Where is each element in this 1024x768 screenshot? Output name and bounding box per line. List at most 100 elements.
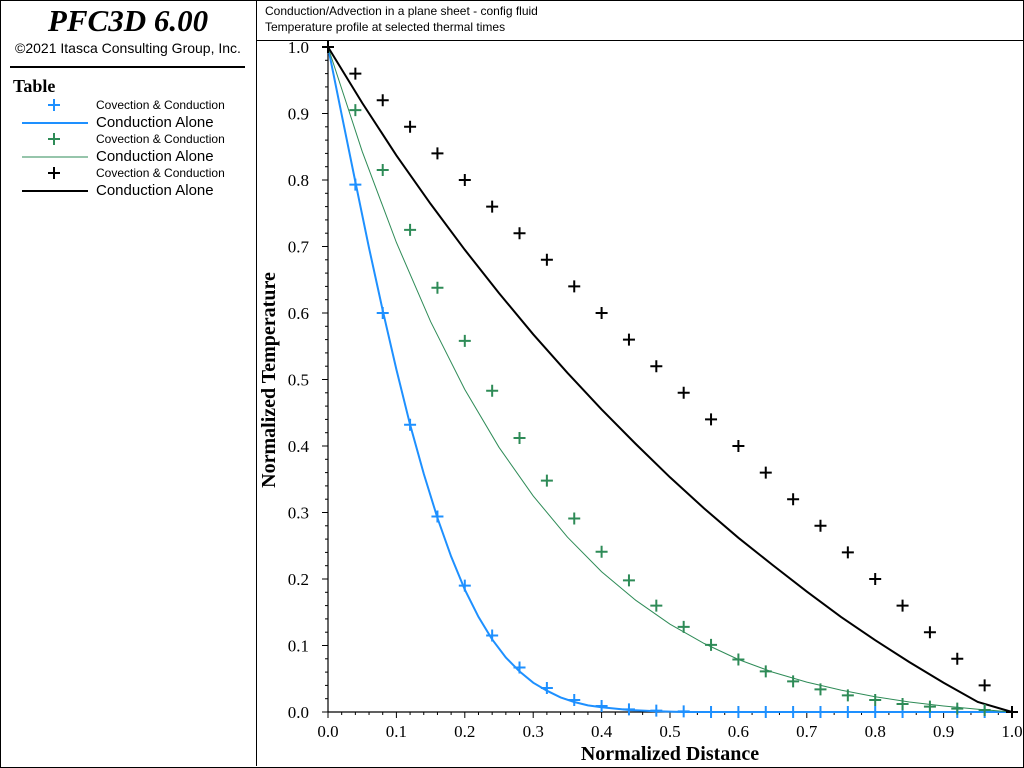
legend-symbol: [22, 156, 88, 158]
data-point: [349, 104, 362, 117]
data-point: [896, 698, 909, 711]
legend-title: Table: [13, 76, 56, 96]
data-point: [404, 120, 417, 133]
y-tick-label: 0.3: [288, 504, 309, 523]
legend-marker: [48, 99, 60, 111]
data-point: [540, 474, 553, 487]
data-point: [458, 579, 471, 592]
legend-symbol: [22, 122, 88, 124]
data-point: [896, 599, 909, 612]
data-point: [376, 94, 389, 107]
series-line: [327, 46, 1013, 713]
legend-symbol: [48, 167, 60, 179]
x-tick-label: 0.7: [796, 722, 818, 741]
y-tick-label: 1.0: [288, 38, 309, 57]
data-point: [677, 620, 690, 633]
copyright-text: ©2021 Itasca Consulting Group, Inc.: [15, 40, 241, 56]
data-point: [349, 178, 362, 191]
data-point: [513, 432, 526, 445]
y-tick-label: 0.0: [288, 703, 309, 722]
data-point: [677, 705, 690, 718]
y-tick-label: 0.5: [288, 371, 309, 390]
x-tick-label: 1.0: [1001, 722, 1022, 741]
y-tick-label: 0.8: [288, 171, 309, 190]
legend-label: Conduction Alone: [96, 148, 214, 165]
legend-symbol: [48, 99, 60, 111]
data-point: [841, 706, 854, 718]
data-point: [841, 546, 854, 559]
plot-header: Conduction/Advection in a plane sheet - …: [257, 0, 1023, 41]
legend-panel: PFC3D 6.00 ©2021 Itasca Consulting Group…: [0, 0, 257, 766]
data-point: [677, 386, 690, 399]
app-title: PFC3D 6.00: [47, 3, 209, 38]
y-tick-label: 0.4: [288, 437, 310, 456]
data-point: [404, 223, 417, 236]
data-point: [923, 626, 936, 639]
x-tick-label: 0.1: [386, 722, 407, 741]
legend-symbol: [22, 190, 88, 192]
data-point: [787, 493, 800, 506]
data-point: [1006, 706, 1018, 718]
x-tick-label: 0.9: [933, 722, 954, 741]
data-point: [568, 280, 581, 293]
data-point: [431, 281, 444, 294]
data-point: [650, 704, 663, 717]
data-point: [705, 638, 718, 651]
data-point: [568, 512, 581, 525]
legend-entry: Conduction Alone: [0, 182, 256, 200]
legend-label: Conduction Alone: [96, 114, 214, 131]
data-point: [513, 661, 526, 674]
legend-entry: Conduction Alone: [0, 148, 256, 166]
data-point: [787, 675, 800, 688]
data-point: [458, 334, 471, 347]
legend-entry: Conduction Alone: [0, 114, 256, 132]
y-tick-label: 0.2: [288, 570, 309, 589]
data-point: [814, 519, 827, 532]
data-point: [431, 510, 444, 523]
data-point: [951, 652, 964, 665]
data-point: [732, 706, 745, 718]
data-point: [869, 694, 882, 707]
data-point: [595, 307, 608, 319]
data-point: [622, 703, 635, 716]
data-point: [622, 574, 635, 587]
data-point: [814, 706, 827, 718]
plot-subtitle: Temperature profile at selected thermal …: [265, 20, 506, 34]
x-tick-label: 0.5: [659, 722, 680, 741]
data-point: [759, 466, 772, 479]
data-point: [513, 227, 526, 240]
y-tick-label: 0.7: [288, 238, 310, 257]
y-tick-label: 0.9: [288, 105, 309, 124]
data-point: [404, 418, 417, 431]
data-point: [869, 706, 882, 718]
data-point: [869, 573, 882, 585]
data-point: [951, 702, 964, 715]
legend-label: Conduction Alone: [96, 182, 214, 199]
series-line: [327, 46, 1013, 713]
data-point: [978, 704, 991, 717]
x-tick-label: 0.6: [728, 722, 749, 741]
data-point: [759, 706, 772, 718]
data-point: [732, 653, 745, 666]
y-axis-title: Normalized Temperature: [258, 272, 280, 488]
title-divider: [10, 66, 245, 68]
data-point: [376, 307, 389, 319]
legend-entry: Covection & Conduction: [0, 130, 256, 148]
data-point: [595, 545, 608, 558]
legend-label: Covection & Conduction: [96, 166, 225, 180]
legend-label: Covection & Conduction: [96, 98, 225, 112]
legend-marker: [48, 167, 60, 179]
data-point: [322, 41, 334, 53]
legend-label: Covection & Conduction: [96, 132, 225, 146]
data-point: [431, 147, 444, 160]
data-point: [841, 689, 854, 702]
legend-symbol: [48, 133, 60, 145]
data-point: [650, 360, 663, 373]
data-point: [595, 700, 608, 713]
data-point: [622, 333, 635, 346]
x-tick-label: 0.4: [591, 722, 613, 741]
legend-entry: Covection & Conduction: [0, 96, 256, 114]
data-point: [486, 629, 499, 642]
plot-title: Conduction/Advection in a plane sheet - …: [265, 4, 538, 18]
